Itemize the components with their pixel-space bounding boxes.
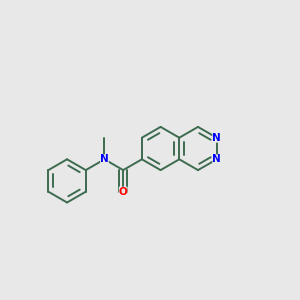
Text: N: N [212, 133, 221, 143]
Text: N: N [212, 154, 221, 164]
Text: O: O [119, 187, 128, 197]
Text: N: N [100, 154, 109, 164]
